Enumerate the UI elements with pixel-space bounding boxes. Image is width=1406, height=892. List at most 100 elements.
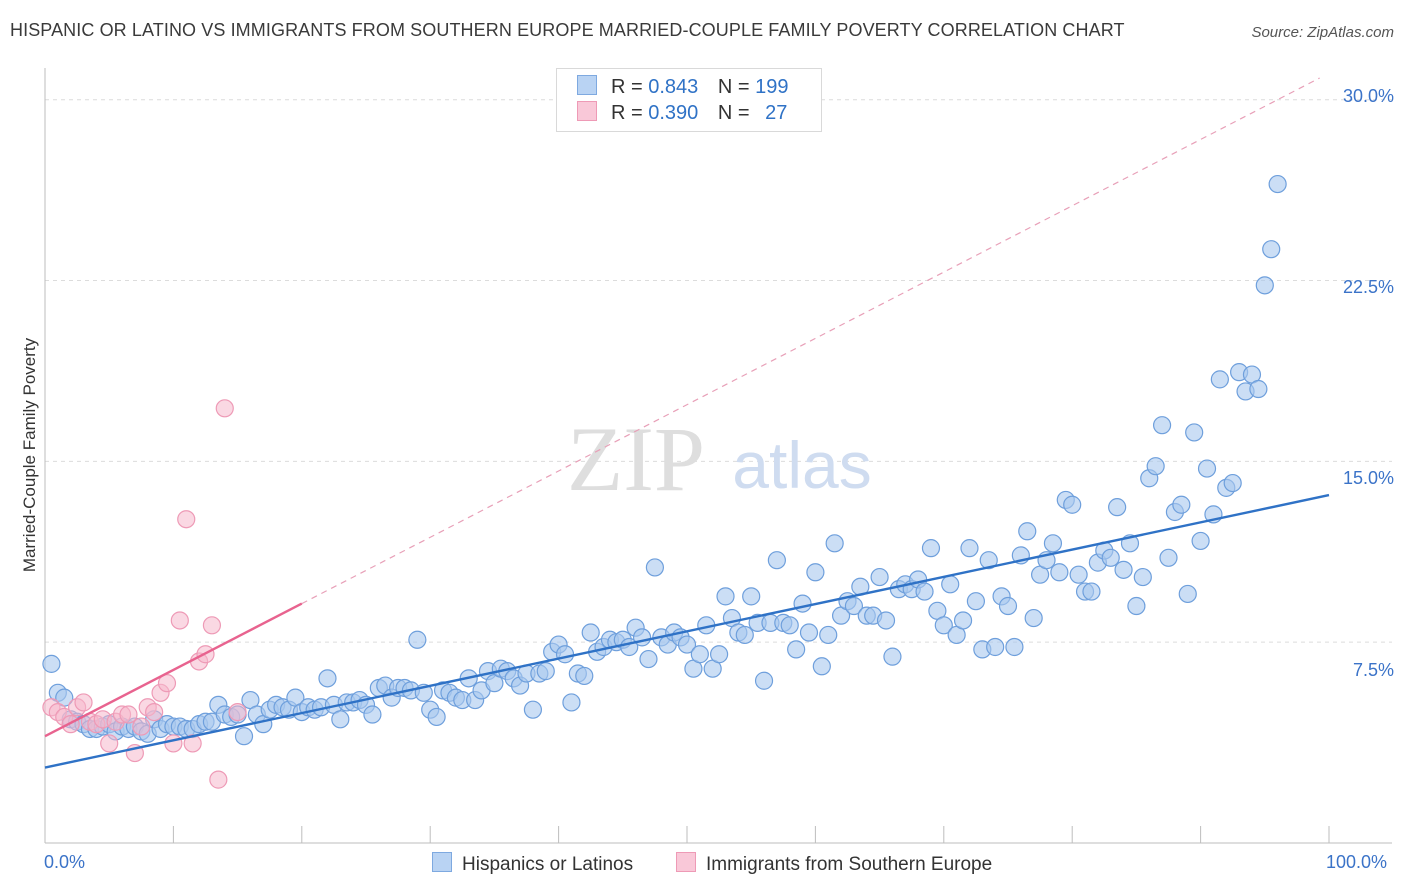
data-point-hispanics: [1197, 459, 1217, 478]
data-point-hispanics: [523, 700, 543, 719]
data-point-southern-europe: [100, 734, 119, 753]
n-label: N =: [717, 76, 750, 98]
watermark-atlas: atlas: [732, 428, 871, 502]
watermark-zip: ZIP: [567, 408, 705, 510]
data-point-southern-europe: [202, 616, 222, 635]
y-tick-30: 30.0%: [1342, 86, 1394, 106]
trend-line-southern-europe-extension: [301, 77, 1320, 605]
data-point-hispanics: [645, 558, 665, 577]
data-point-hispanics: [536, 662, 555, 681]
data-point-southern-europe: [119, 705, 138, 724]
n-label: N =: [717, 102, 750, 124]
data-point-hispanics: [799, 623, 819, 642]
data-point-hispanics: [1185, 423, 1204, 442]
data-point-hispanics: [1255, 276, 1274, 295]
data-point-hispanics: [331, 710, 350, 729]
data-point-hispanics: [953, 611, 973, 630]
data-point-hispanics: [1191, 531, 1210, 551]
r-value: 0.390: [648, 102, 699, 124]
data-point-southern-europe: [145, 702, 164, 722]
data-point-hispanics: [677, 635, 697, 654]
data-point-southern-europe: [215, 399, 234, 418]
r-value: 0.843: [648, 76, 699, 98]
data-point-hispanics: [1063, 495, 1082, 514]
data-point-southern-europe: [164, 734, 183, 753]
data-point-southern-europe: [170, 611, 189, 630]
stats-box: R = 0.843 N = 199 R = 0.390 N = 27: [556, 68, 822, 132]
data-point-southern-europe: [177, 510, 196, 529]
data-point-hispanics: [427, 707, 446, 727]
data-point-hispanics: [1069, 565, 1088, 584]
data-point-hispanics: [709, 645, 729, 664]
data-point-hispanics: [363, 705, 382, 724]
stats-row-hispanics: R = 0.843 N = 199: [577, 75, 789, 101]
stats-row-southern-europe: R = 0.390 N = 27: [577, 101, 787, 127]
legend-blue-label: Hispanics or Latinos: [462, 854, 634, 875]
data-point-hispanics: [1024, 608, 1043, 628]
data-point-hispanics: [1050, 563, 1069, 582]
data-point-hispanics: [1262, 240, 1281, 259]
data-point-hispanics: [1223, 473, 1242, 493]
data-point-hispanics: [42, 654, 61, 673]
data-point-hispanics: [690, 645, 709, 664]
data-point-hispanics: [883, 647, 902, 666]
data-point-hispanics: [1133, 567, 1152, 587]
r-label: R =: [611, 76, 643, 98]
data-point-hispanics: [787, 640, 806, 659]
data-point-hispanics: [742, 587, 761, 606]
data-point-hispanics: [1172, 495, 1191, 514]
legend-pink-swatch: [676, 852, 696, 872]
data-point-hispanics: [876, 611, 896, 630]
trend-line-hispanics: [44, 493, 1330, 769]
legend-item-hispanics[interactable]: Hispanics or Latinos: [432, 852, 633, 876]
data-point-hispanics: [408, 630, 427, 649]
data-point-hispanics: [941, 575, 960, 594]
chart-title: HISPANIC OR LATINO VS IMMIGRANTS FROM SO…: [10, 20, 1125, 40]
data-point-hispanics: [562, 693, 581, 712]
data-point-hispanics: [575, 666, 594, 686]
data-point-hispanics: [780, 616, 799, 635]
data-point-hispanics: [555, 645, 575, 664]
data-point-hispanics: [960, 539, 979, 558]
series-southern-europe-points: [42, 399, 247, 789]
data-point-southern-europe: [157, 674, 177, 693]
pink-swatch: [577, 101, 597, 121]
y-tick-7-5: 7.5%: [1352, 660, 1394, 680]
data-point-hispanics: [1082, 582, 1101, 601]
data-point-hispanics: [735, 625, 754, 645]
data-point-hispanics: [998, 596, 1018, 616]
data-point-hispanics: [1159, 548, 1178, 567]
data-point-hispanics: [979, 551, 998, 570]
n-value: 27: [765, 102, 788, 124]
data-point-hispanics: [318, 669, 337, 688]
trend-lines: [44, 77, 1330, 769]
data-point-hispanics: [934, 616, 953, 635]
data-point-hispanics: [1005, 637, 1024, 657]
legend-item-southern-europe[interactable]: Immigrants from Southern Europe: [676, 852, 992, 876]
data-point-hispanics: [793, 594, 812, 613]
data-point-hispanics: [844, 596, 864, 616]
n-value: 199: [755, 76, 789, 98]
data-point-hispanics: [819, 625, 838, 645]
data-point-hispanics: [1146, 457, 1165, 476]
data-point-hispanics: [870, 567, 889, 587]
data-point-hispanics: [639, 649, 658, 669]
data-point-southern-europe: [183, 734, 202, 753]
data-point-hispanics: [1152, 416, 1172, 435]
data-point-hispanics: [1108, 498, 1127, 517]
data-point-hispanics: [1114, 560, 1133, 579]
data-point-southern-europe: [209, 770, 228, 789]
data-point-hispanics: [806, 563, 825, 582]
data-point-hispanics: [921, 539, 941, 558]
data-point-hispanics: [825, 534, 844, 553]
source-label: Source: ZipAtlas.com: [1251, 24, 1394, 41]
data-point-hispanics: [754, 671, 774, 690]
data-point-hispanics: [1249, 379, 1268, 399]
data-point-hispanics: [234, 727, 254, 746]
grid-lines: [45, 99, 1392, 643]
x-tick-min: 0.0%: [44, 852, 86, 872]
data-point-hispanics: [1043, 534, 1063, 553]
data-point-hispanics: [581, 623, 600, 642]
series-hispanics-points: [42, 174, 1287, 746]
